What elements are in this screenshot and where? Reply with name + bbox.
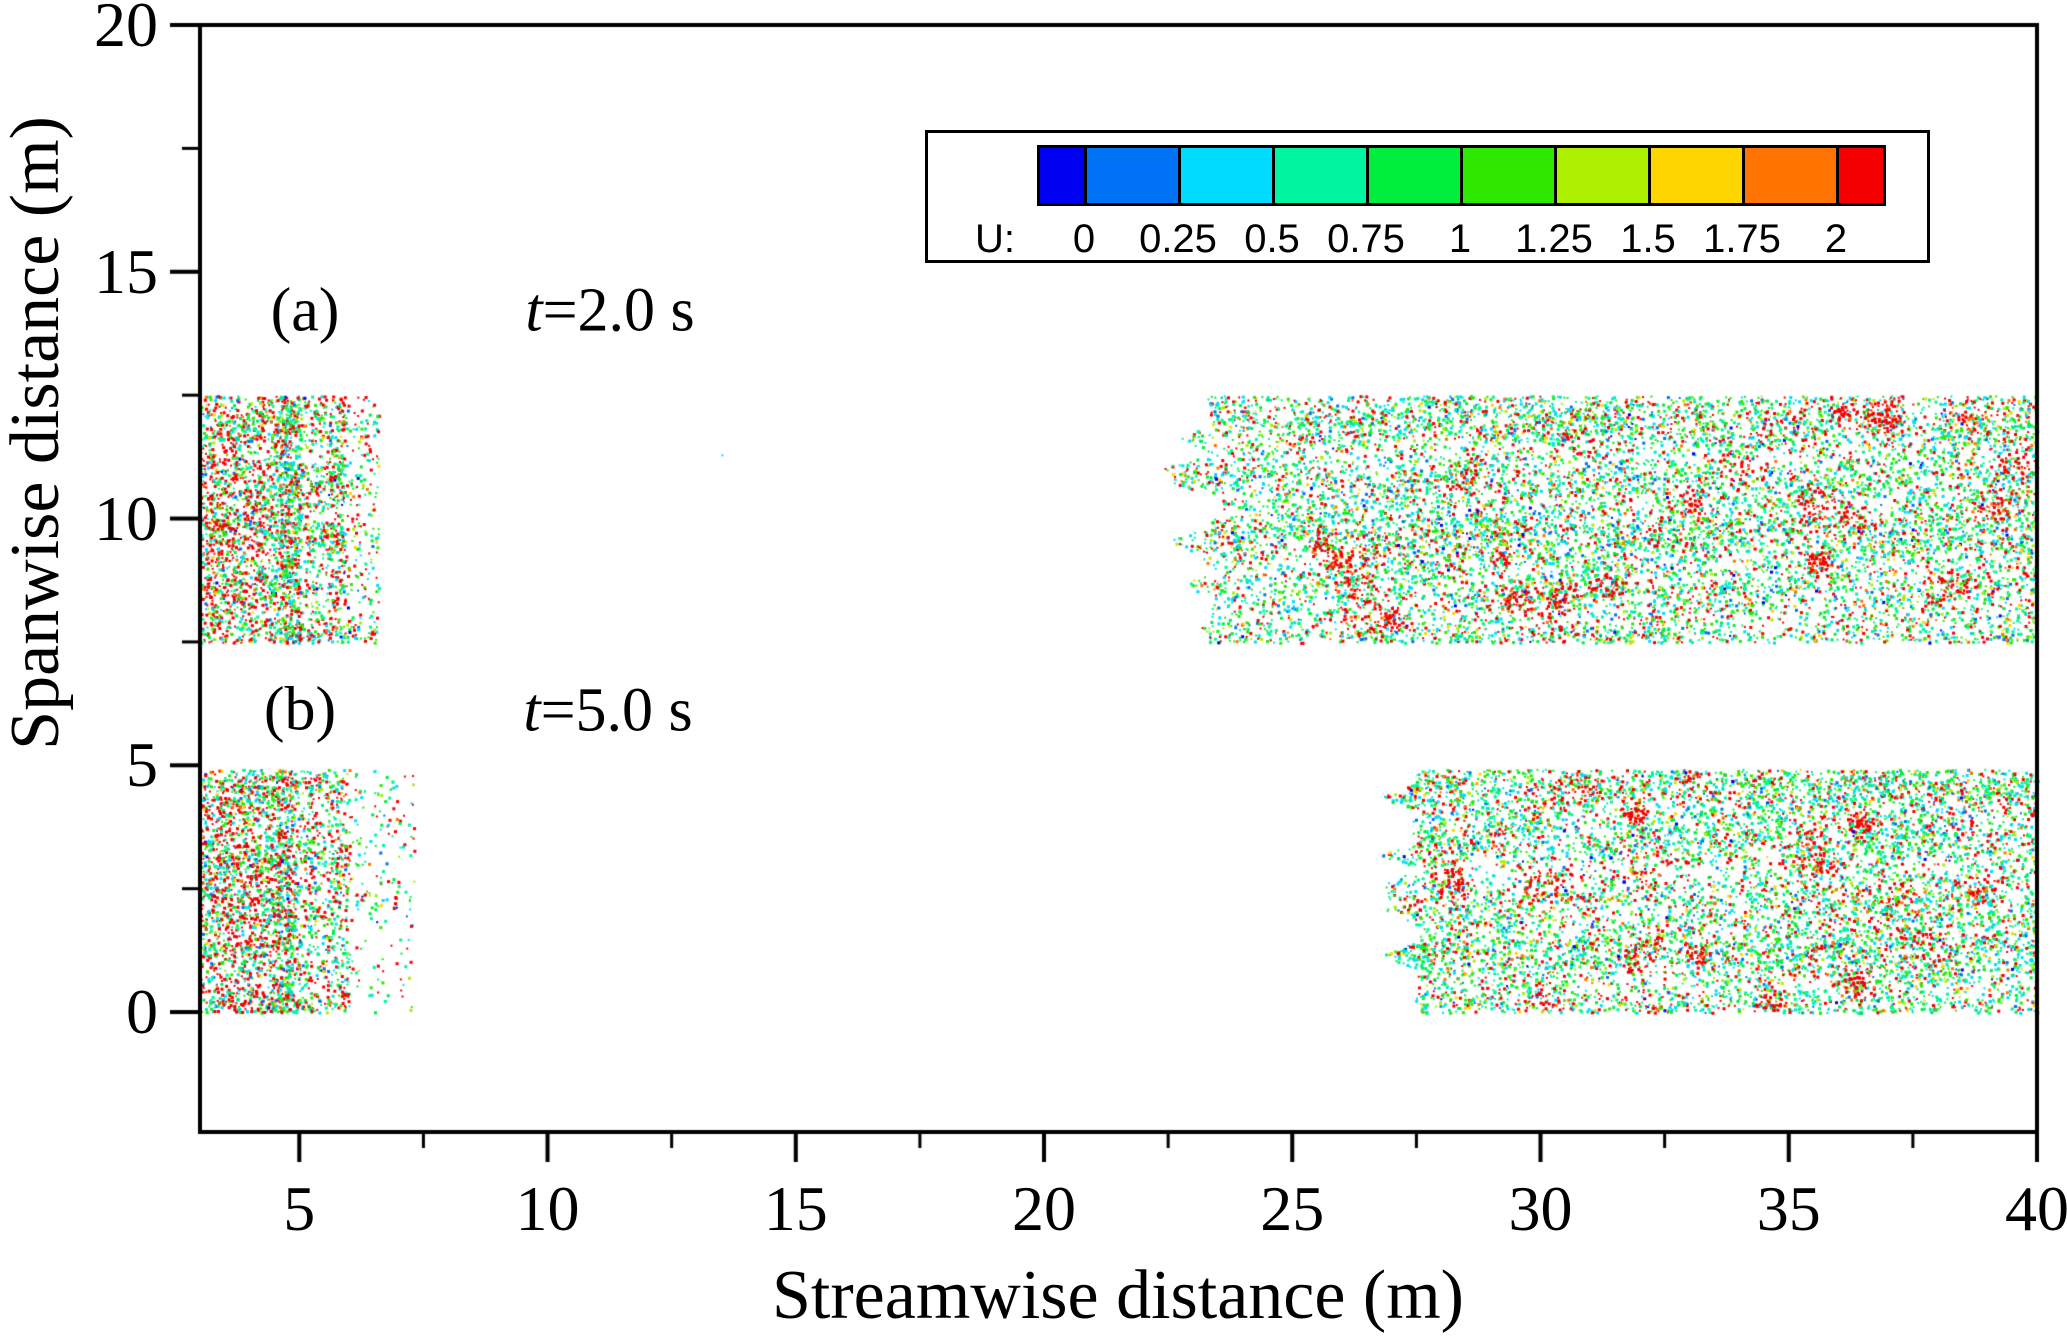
time-value-a: =2.0 s xyxy=(542,276,695,345)
colorbar-swatches xyxy=(1037,145,1886,206)
time-value-b: =5.0 s xyxy=(540,676,693,745)
panel-a-label: (a) xyxy=(270,276,340,345)
x-tick-label: 15 xyxy=(763,1173,828,1244)
x-tick-label: 30 xyxy=(1508,1173,1573,1244)
legend-title: U: xyxy=(975,217,1015,261)
y-axis-title: Spanwise distance (m) xyxy=(0,116,74,750)
colorbar-level-label: 2 xyxy=(1824,217,1848,261)
colorbar-swatch xyxy=(1554,145,1651,206)
colorbar-swatch xyxy=(1460,145,1557,206)
x-axis-title: Streamwise distance (m) xyxy=(771,1257,1465,1334)
y-tick-label: 0 xyxy=(126,976,158,1048)
colorbar-swatch xyxy=(1084,145,1181,206)
colorbar-swatch xyxy=(1178,145,1275,206)
x-tick-label: 35 xyxy=(1756,1173,1821,1244)
colorbar-level-label: 0.25 xyxy=(1139,217,1217,261)
colorbar-swatch xyxy=(1366,145,1463,206)
colorbar-level-label: 1 xyxy=(1448,217,1472,261)
panel-b-time-label: t=5.0 s xyxy=(523,676,692,747)
x-tick-label: 40 xyxy=(2005,1173,2067,1244)
panel-b-label: (b) xyxy=(263,675,337,744)
colorbar-level-label: 0.5 xyxy=(1244,217,1300,261)
x-tick-label: 5 xyxy=(283,1173,316,1244)
colorbar-level-label: 0 xyxy=(1072,217,1096,261)
x-tick-label: 10 xyxy=(515,1173,580,1244)
colorbar-level-label: 1.75 xyxy=(1703,217,1781,261)
colorbar-legend: U: 0 0.25 0.5 0.75 1 1.25 1.5 1.75 2 xyxy=(925,130,1930,263)
time-variable-a: t xyxy=(525,276,543,345)
y-tick-label: 5 xyxy=(126,729,158,801)
x-tick-label: 25 xyxy=(1260,1173,1325,1244)
colorbar-level-label: 1.5 xyxy=(1620,217,1676,261)
colorbar-level-label: 1.25 xyxy=(1515,217,1593,261)
colorbar-swatch xyxy=(1648,145,1745,206)
colorbar-swatch xyxy=(1836,145,1886,206)
colorbar-level-label: 0.75 xyxy=(1327,217,1405,261)
x-tick-label: 20 xyxy=(1012,1173,1077,1244)
colorbar-swatch xyxy=(1272,145,1369,206)
panel-a-time-label: t=2.0 s xyxy=(525,276,694,347)
y-tick-label: 10 xyxy=(94,482,158,554)
y-tick-label: 15 xyxy=(94,235,158,307)
colorbar-swatch xyxy=(1742,145,1839,206)
y-tick-label: 20 xyxy=(94,0,158,60)
time-variable-b: t xyxy=(523,676,541,745)
colorbar-swatch xyxy=(1037,145,1087,206)
